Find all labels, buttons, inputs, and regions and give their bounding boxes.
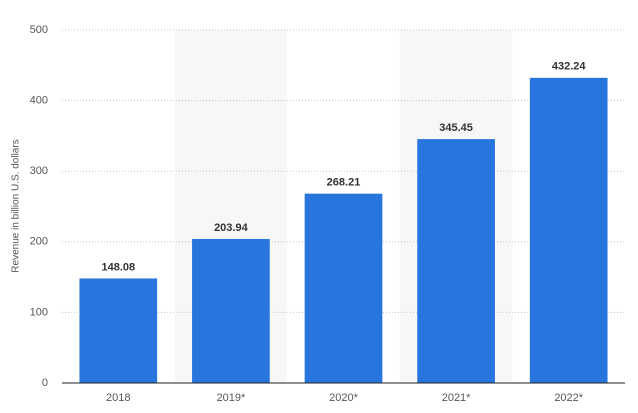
value-label: 148.08 [101,261,135,273]
value-label: 345.45 [439,122,473,134]
x-tick-label: 2021* [442,392,471,404]
y-tick-label: 200 [30,236,48,248]
y-tick-label: 0 [42,377,48,389]
bar [192,239,270,383]
bar [529,77,608,383]
y-tick-label: 500 [30,24,48,36]
value-label: 432.24 [552,61,587,73]
x-tick-label: 2020* [329,392,358,404]
bar [417,139,495,383]
y-tick-label: 400 [30,95,48,107]
value-label: 203.94 [214,222,249,234]
y-tick-label: 300 [30,165,48,177]
x-tick-label: 2019* [217,392,246,404]
bar [304,193,383,383]
x-tick-label: 2022* [554,392,583,404]
value-label: 268.21 [327,177,361,189]
x-tick-label: 2018 [106,392,130,404]
bar [79,278,158,383]
y-tick-label: 100 [30,306,48,318]
y-axis-label: Revenue in billion U.S. dollars [11,139,22,272]
